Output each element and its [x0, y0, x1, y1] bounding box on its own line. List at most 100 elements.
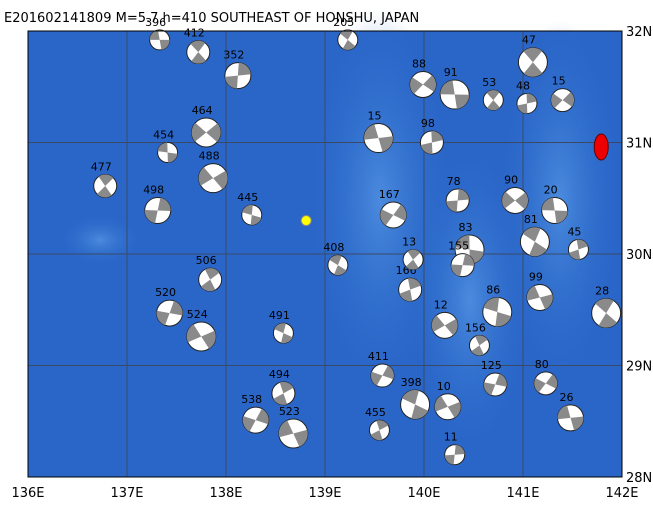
beachball — [363, 123, 394, 154]
beachball — [533, 371, 558, 396]
beachball — [186, 40, 211, 65]
beachball-quadrant — [157, 142, 178, 163]
beachball-quadrant — [144, 197, 171, 224]
depth-label: 83 — [459, 221, 473, 234]
beachball — [444, 444, 466, 466]
beachball-quadrant — [595, 298, 618, 328]
depth-label: 477 — [91, 160, 112, 173]
depth-label: 26 — [560, 391, 574, 404]
beachball-quadrant — [523, 47, 543, 77]
depth-label: 81 — [524, 213, 538, 226]
depth-label: 10 — [437, 380, 451, 393]
beachball — [242, 406, 270, 434]
depth-label: 488 — [199, 150, 220, 163]
depth-label: 11 — [444, 431, 458, 444]
depth-label: 464 — [192, 104, 213, 117]
beachball-quadrant — [551, 92, 575, 109]
beachball-quadrant — [149, 30, 170, 50]
beachball — [198, 163, 229, 194]
beachball-quadrant — [483, 297, 512, 327]
beachball — [567, 239, 589, 261]
beachball — [156, 299, 184, 327]
depth-label: 15 — [367, 110, 381, 123]
lon-label: 141E — [506, 486, 539, 501]
beachball — [370, 363, 395, 388]
beachball-quadrant — [370, 365, 394, 386]
lon-label: 136E — [11, 486, 44, 501]
beachball — [591, 298, 622, 329]
beachball — [468, 334, 490, 356]
depth-label: 86 — [486, 283, 500, 296]
beachball-quadrant — [399, 278, 421, 302]
beachball — [278, 418, 309, 449]
beachball — [557, 404, 585, 432]
lat-label: 30N — [626, 248, 652, 263]
depth-label: 98 — [421, 117, 435, 130]
beachball-quadrant — [451, 253, 475, 277]
depth-label: 455 — [365, 406, 386, 419]
beachball-quadrant — [198, 167, 228, 190]
beachball-quadrant — [191, 122, 221, 142]
beachball — [439, 79, 470, 110]
beachball — [144, 197, 172, 225]
beachball-quadrant — [557, 405, 584, 431]
depth-label: 167 — [379, 188, 400, 201]
beachball — [501, 186, 529, 214]
beachball — [241, 204, 263, 226]
beachball-quadrant — [329, 255, 347, 276]
beachball-quadrant — [380, 204, 407, 226]
beachball-quadrant — [242, 408, 269, 432]
depth-label: 155 — [448, 240, 469, 253]
beachball-quadrant — [440, 80, 470, 109]
beachball-quadrant — [274, 323, 293, 344]
beachball-quadrant — [455, 235, 484, 264]
beachball — [482, 89, 504, 111]
depth-label: 47 — [522, 34, 536, 47]
beachball — [431, 311, 459, 339]
beachball — [271, 381, 296, 406]
beachball — [327, 254, 349, 276]
depth-label: 78 — [447, 175, 461, 188]
depth-label: 12 — [434, 298, 448, 311]
beachball-quadrant — [224, 62, 251, 89]
lon-label: 139E — [308, 486, 341, 501]
beachball — [434, 393, 462, 421]
beachball-quadrant — [340, 29, 356, 50]
depth-label: 156 — [465, 321, 486, 334]
depth-label: 15 — [552, 75, 566, 88]
beachball-quadrant — [420, 130, 444, 155]
epicenter — [300, 215, 312, 227]
depth-label: 90 — [504, 173, 518, 186]
bathymetry — [60, 215, 140, 265]
beachball-quadrant — [278, 420, 308, 447]
depth-label: 445 — [237, 191, 258, 204]
beachball-quadrant — [502, 191, 529, 210]
depth-label: 538 — [241, 393, 262, 406]
beachball-quadrant — [97, 174, 114, 198]
beachball — [517, 47, 548, 78]
beachball — [541, 197, 569, 225]
depth-label: 524 — [187, 308, 208, 321]
depth-label: 396 — [145, 16, 166, 29]
beachball — [445, 188, 470, 213]
beachball — [482, 296, 513, 327]
depth-label: 398 — [401, 376, 422, 389]
beachball — [483, 372, 508, 397]
lon-label: 137E — [110, 486, 143, 501]
beachball — [186, 321, 217, 352]
depth-label: 408 — [323, 241, 344, 254]
beachball-quadrant — [526, 285, 553, 310]
beachball-quadrant — [431, 315, 458, 336]
beachball — [398, 277, 423, 302]
lon-label: 142E — [605, 486, 638, 501]
lat-label: 29N — [626, 360, 652, 375]
depth-label: 412 — [184, 27, 205, 40]
beachball — [450, 253, 475, 278]
beachball-quadrant — [517, 93, 537, 114]
depth-label: 125 — [481, 359, 502, 372]
beachball — [550, 88, 575, 113]
depth-label: 91 — [444, 66, 458, 79]
depth-label: 45 — [567, 226, 581, 239]
beachball-quadrant — [541, 197, 568, 224]
